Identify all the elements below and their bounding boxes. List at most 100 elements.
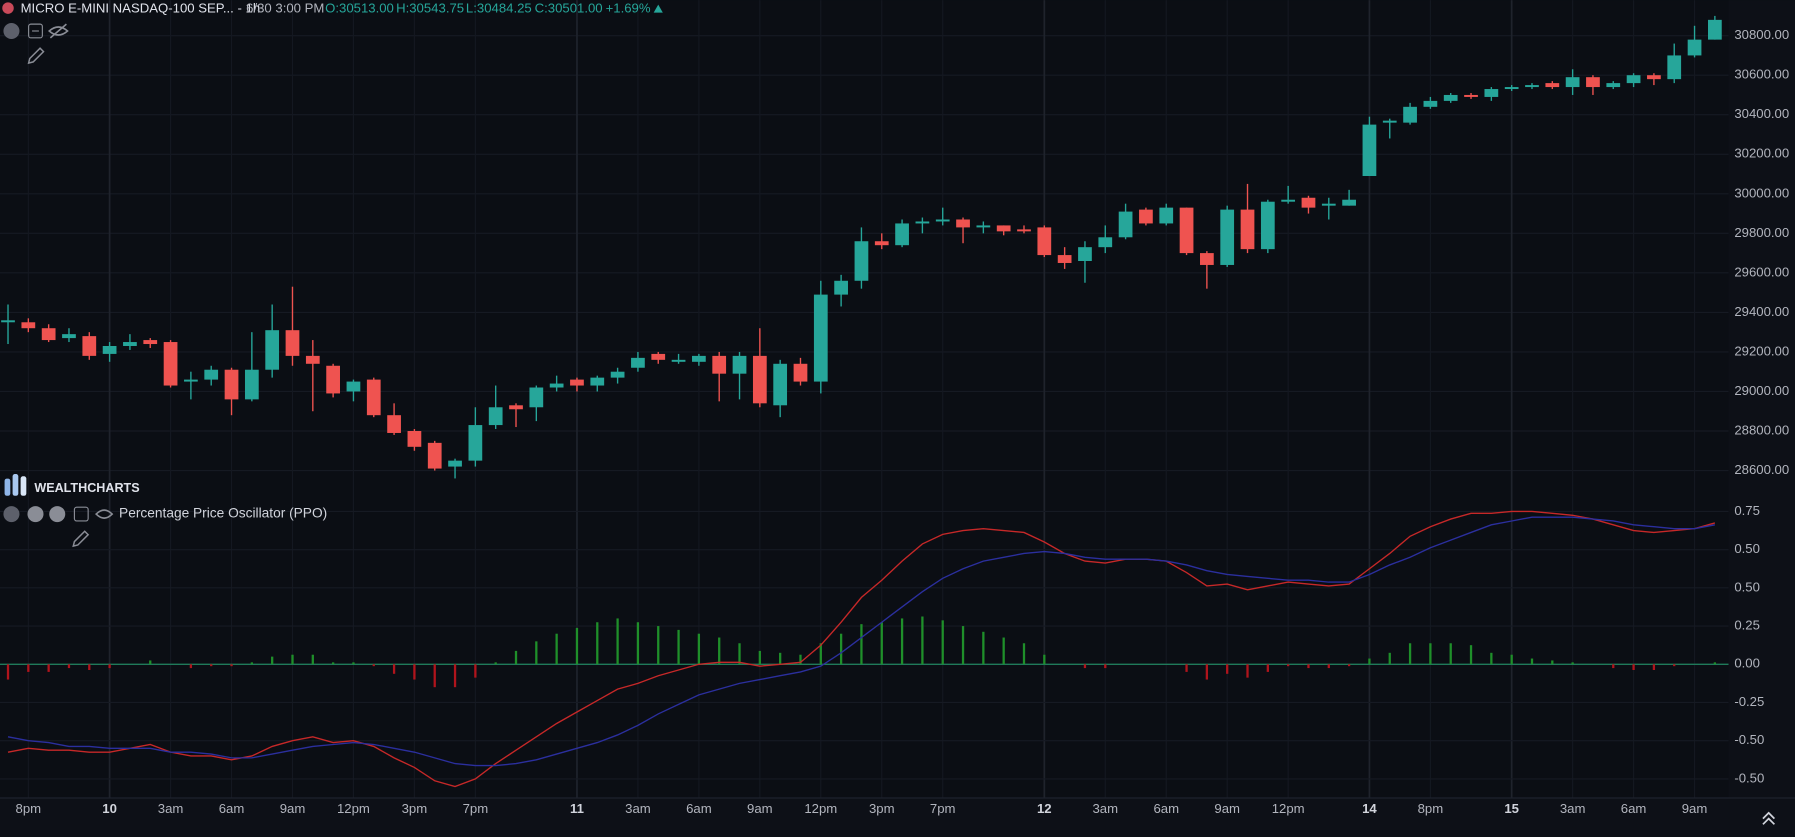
candle-body	[1443, 94, 1458, 101]
edit-button[interactable]	[27, 47, 45, 65]
candle-body	[143, 340, 158, 345]
candle-body	[752, 355, 767, 404]
y-tick-label: 29600.00	[1734, 264, 1789, 279]
candle-body	[549, 383, 564, 388]
candle-body	[62, 334, 76, 339]
move-up-button[interactable]	[49, 506, 66, 523]
x-tick-label: 6am	[1153, 801, 1179, 816]
candle-body	[1565, 77, 1580, 88]
y-tick-label: -0.50	[1734, 732, 1764, 747]
candle-body	[1281, 199, 1296, 202]
candle-body	[1159, 207, 1174, 224]
x-tick-label: 8pm	[16, 801, 42, 816]
candle-body	[1179, 207, 1194, 254]
x-tick-label: 6am	[1621, 801, 1647, 816]
candle-body	[184, 379, 198, 382]
candle-body	[1220, 209, 1235, 265]
y-tick-label: 30200.00	[1734, 146, 1789, 161]
candle-body	[813, 294, 828, 382]
x-tick-label: 7pm	[930, 801, 956, 816]
candle-body	[935, 219, 950, 222]
x-tick-label: 12pm	[1272, 801, 1305, 816]
candle-body	[712, 355, 727, 374]
x-tick-label: 6am	[219, 801, 245, 816]
x-tick-label: 3pm	[402, 801, 428, 816]
candle-body	[509, 405, 523, 410]
change: +1.69%	[606, 1, 651, 16]
candle-body	[326, 365, 340, 394]
y-tick-label: 29000.00	[1734, 383, 1789, 398]
candle-body	[610, 371, 625, 378]
x-tick-label: 15	[1504, 801, 1519, 816]
marks	[0, 15, 1729, 788]
price-axis	[1728, 0, 1795, 837]
candle-body	[692, 355, 706, 362]
candle-body	[773, 363, 788, 406]
candle-body	[407, 430, 422, 447]
x-tick-label: 6am	[686, 801, 712, 816]
candle-body	[671, 359, 686, 362]
candle-body	[1342, 199, 1356, 206]
candle-body	[976, 225, 991, 228]
candle-body	[570, 379, 584, 386]
y-tick-label: 0.75	[1734, 503, 1760, 518]
candle-body	[529, 387, 544, 408]
candle-body	[488, 407, 503, 426]
y-tick-label: 30800.00	[1734, 27, 1789, 42]
candle-body	[1118, 211, 1133, 238]
candle-body	[1484, 89, 1499, 97]
low: L:30484.25	[466, 1, 532, 16]
candle-body	[387, 415, 401, 433]
candle-body	[1667, 55, 1682, 80]
x-tick-label: 12	[1037, 801, 1052, 816]
candle-body	[366, 379, 381, 416]
settings-button[interactable]	[3, 506, 20, 523]
candle-body	[590, 377, 605, 386]
x-tick-label: 12pm	[804, 801, 837, 816]
close: C:30501.00	[535, 1, 603, 16]
y-tick-label: 0.00	[1734, 656, 1760, 671]
candle-body	[21, 322, 36, 329]
candle-body	[915, 221, 930, 224]
candle-body	[448, 460, 462, 467]
candle-body	[285, 330, 300, 356]
time-axis	[0, 797, 1795, 837]
candle-body	[732, 355, 747, 374]
scroll-button[interactable]	[1762, 811, 1776, 825]
move-down-button[interactable]	[27, 506, 44, 523]
x-tick-label: 3am	[158, 801, 184, 816]
collapse-button[interactable]	[28, 23, 43, 39]
candle-body	[1200, 253, 1214, 265]
edit-button[interactable]	[72, 530, 90, 548]
y-tick-label: 0.50	[1734, 579, 1760, 594]
visibility-button[interactable]	[95, 509, 114, 519]
candle-body	[102, 346, 117, 354]
candle-body	[1098, 237, 1113, 248]
collapse-button[interactable]	[73, 506, 89, 522]
x-tick-label: 9am	[747, 801, 773, 816]
candle-body	[1403, 106, 1417, 123]
y-tick-label: -0.25	[1734, 694, 1764, 709]
candle-body	[265, 330, 280, 370]
indicator-line	[7, 516, 1715, 767]
candle-body	[123, 342, 137, 347]
x-tick-label: 8pm	[1418, 801, 1444, 816]
candle-body	[1362, 124, 1377, 177]
x-tick-label: 11	[570, 801, 584, 816]
candle-body	[82, 336, 97, 356]
candle-body	[1586, 77, 1600, 88]
x-tick-label: 3am	[1092, 801, 1118, 816]
candle-body	[1017, 229, 1031, 232]
labels: 30800.00 30600.00 30400.00 30200.00 30000.00…	[16, 27, 1790, 816]
time: 6/30 3:00 PM	[246, 1, 324, 16]
y-tick-label: 29400.00	[1734, 304, 1789, 319]
candle-body	[874, 241, 889, 246]
x-tick-label: 14	[1362, 801, 1377, 816]
hide-button[interactable]	[48, 23, 69, 39]
candle-body	[996, 225, 1011, 232]
candle-body	[1382, 120, 1397, 123]
candle-body	[224, 369, 239, 400]
open: O:30513.00	[325, 1, 394, 16]
settings-button[interactable]	[3, 22, 20, 40]
